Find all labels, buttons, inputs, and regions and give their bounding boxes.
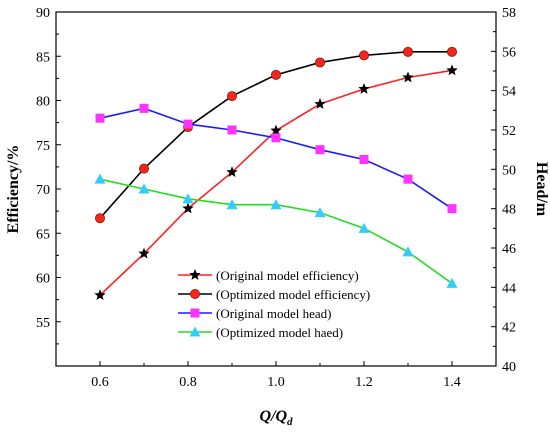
data-point bbox=[314, 57, 325, 68]
data-point bbox=[271, 133, 281, 143]
y-left-tick-label: 65 bbox=[36, 227, 50, 242]
data-point bbox=[358, 50, 369, 61]
y-left-tick-label: 70 bbox=[36, 183, 50, 198]
data-point bbox=[183, 119, 193, 129]
x-axis-title-main: Q/Q bbox=[259, 408, 287, 425]
data-point bbox=[94, 289, 106, 301]
data-point bbox=[95, 213, 106, 224]
data-point bbox=[94, 173, 106, 184]
series-layer bbox=[94, 46, 458, 301]
data-point bbox=[403, 174, 413, 184]
legend-label: (Original model head) bbox=[216, 306, 332, 321]
data-point bbox=[358, 222, 370, 233]
legend-item-1: (Optimized model efficiency) bbox=[178, 287, 370, 302]
data-point bbox=[226, 199, 238, 210]
data-point bbox=[314, 98, 326, 109]
data-point bbox=[446, 277, 458, 288]
legend-label: (Optimized model haed) bbox=[216, 325, 343, 340]
data-point bbox=[139, 103, 149, 113]
series-line bbox=[99, 107, 453, 210]
y-left-tick-label: 90 bbox=[36, 6, 50, 21]
legend-marker bbox=[189, 269, 201, 280]
data-point bbox=[447, 204, 457, 214]
series-3 bbox=[94, 173, 458, 288]
y-right-tick-label: 40 bbox=[502, 360, 516, 375]
y-axis-title-right: Head/m bbox=[533, 162, 550, 217]
data-point bbox=[446, 64, 458, 76]
data-point bbox=[270, 199, 282, 210]
data-point bbox=[226, 91, 237, 102]
data-point bbox=[402, 71, 414, 83]
legend-item-3: (Optimized model haed) bbox=[178, 325, 343, 340]
y-left-tick-label: 55 bbox=[36, 316, 50, 331]
data-point bbox=[315, 145, 325, 155]
data-point bbox=[138, 163, 149, 174]
y-left-tick-label: 85 bbox=[36, 50, 50, 65]
y-right-tick-label: 48 bbox=[502, 203, 516, 218]
data-point bbox=[270, 69, 281, 80]
data-point bbox=[359, 155, 369, 164]
legend-label: (Original model efficiency) bbox=[216, 268, 359, 283]
y-right-tick-label: 58 bbox=[502, 6, 516, 21]
y-right-tick-label: 52 bbox=[502, 124, 516, 139]
y-left-tick-label: 80 bbox=[36, 95, 50, 110]
y-right-tick-label: 44 bbox=[502, 281, 516, 296]
data-point bbox=[182, 202, 194, 214]
data-point bbox=[314, 207, 326, 218]
data-point bbox=[95, 113, 105, 123]
y-left-tick-label: 75 bbox=[36, 139, 50, 154]
y-axis-title-left: Efficiency/% bbox=[5, 145, 22, 234]
x-tick-label: 1.4 bbox=[443, 375, 461, 390]
x-tick-label: 0.6 bbox=[91, 375, 109, 390]
data-point bbox=[358, 83, 370, 94]
legend-marker bbox=[189, 326, 201, 337]
data-point bbox=[138, 247, 150, 259]
data-point bbox=[402, 246, 414, 257]
series-0 bbox=[94, 64, 458, 301]
series-2 bbox=[95, 103, 457, 214]
data-point bbox=[446, 46, 457, 57]
y-right-tick-label: 50 bbox=[502, 163, 516, 178]
legend: (Original model efficiency) (Optimized mo… bbox=[178, 268, 370, 340]
legend-item-0: (Original model efficiency) bbox=[178, 268, 359, 283]
data-point bbox=[182, 193, 194, 204]
x-axis-title-subscript: d bbox=[287, 416, 293, 428]
y-right-tick-label: 46 bbox=[502, 242, 516, 257]
data-point bbox=[402, 46, 413, 57]
legend-marker bbox=[190, 308, 200, 318]
data-point bbox=[226, 166, 238, 178]
data-point bbox=[138, 183, 150, 194]
x-tick-label: 0.8 bbox=[179, 375, 197, 390]
legend-label: (Optimized model efficiency) bbox=[216, 287, 370, 302]
data-point bbox=[270, 124, 282, 136]
legend-item-2: (Original model head) bbox=[178, 306, 332, 321]
y-left-tick-label: 60 bbox=[36, 272, 50, 287]
y-right-tick-label: 54 bbox=[502, 85, 516, 100]
axis-ticks: 0.6 0.8 1.0 1.2 1.4 55 60 65 70 75 80 85 90 40 42 44 46 4… bbox=[36, 6, 516, 390]
y-right-tick-label: 56 bbox=[502, 45, 516, 60]
data-point bbox=[227, 125, 237, 135]
legend-marker bbox=[189, 288, 200, 299]
series-line bbox=[99, 69, 453, 296]
x-tick-label: 1.0 bbox=[267, 375, 285, 390]
x-tick-label: 1.2 bbox=[355, 375, 373, 390]
x-axis-title: Q/Qd bbox=[259, 408, 293, 428]
y-right-tick-label: 42 bbox=[502, 321, 516, 336]
